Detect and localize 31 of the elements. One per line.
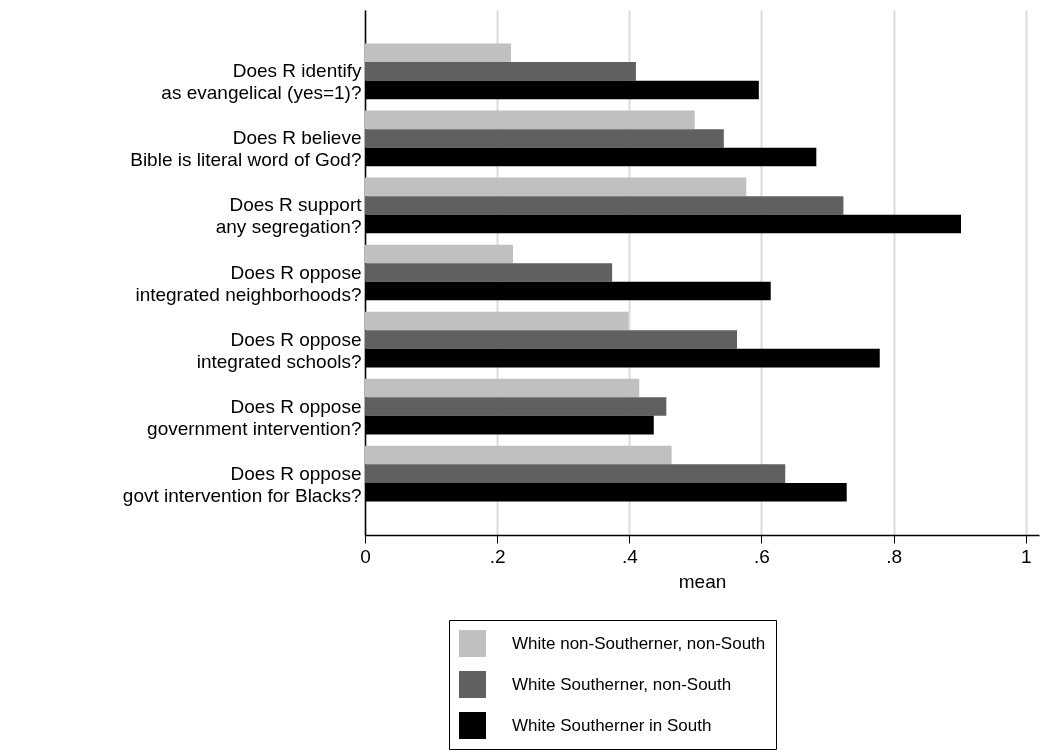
- y-tick-label: Does R oppose govt intervention for Blacks?: [122, 462, 362, 506]
- x-tick-label: 0: [360, 545, 371, 567]
- y-tick-label: Does R identify as evangelical (yes=1)?: [161, 60, 362, 104]
- y-tick-label: Does R believe Bible is literal word of God?: [130, 127, 362, 171]
- bar: [365, 43, 512, 63]
- bar: [365, 263, 613, 282]
- bar: [365, 129, 724, 148]
- x-tick-label: .6: [754, 545, 770, 567]
- bar: [365, 445, 672, 465]
- y-tick-label: Does R oppose integrated schools?: [196, 328, 362, 372]
- bar: [365, 311, 629, 331]
- bar: [365, 62, 636, 81]
- legend-label: White Southerner, non-South: [512, 674, 732, 694]
- y-tick-label: Does R oppose government intervention?: [147, 395, 362, 439]
- bar: [365, 244, 514, 264]
- bar: [365, 177, 747, 197]
- x-tick-label: .8: [886, 545, 903, 567]
- bar: [365, 196, 844, 215]
- y-tick-label: Does R support any segregation?: [215, 194, 363, 238]
- legend-label: White non-Southerner, non-South: [512, 633, 766, 653]
- bar: [365, 378, 640, 398]
- bar: [365, 464, 786, 483]
- bar: [365, 330, 738, 349]
- y-tick-label: Does R oppose integrated neighborhoods?: [135, 261, 362, 305]
- x-tick-label: 1: [1021, 545, 1032, 567]
- bar: [365, 110, 695, 130]
- x-tick-label: .2: [489, 545, 506, 567]
- legend-label: White Southerner in South: [512, 715, 712, 735]
- x-axis-title: mean: [678, 570, 727, 592]
- x-tick-label: .4: [621, 545, 639, 567]
- bar: [365, 397, 667, 416]
